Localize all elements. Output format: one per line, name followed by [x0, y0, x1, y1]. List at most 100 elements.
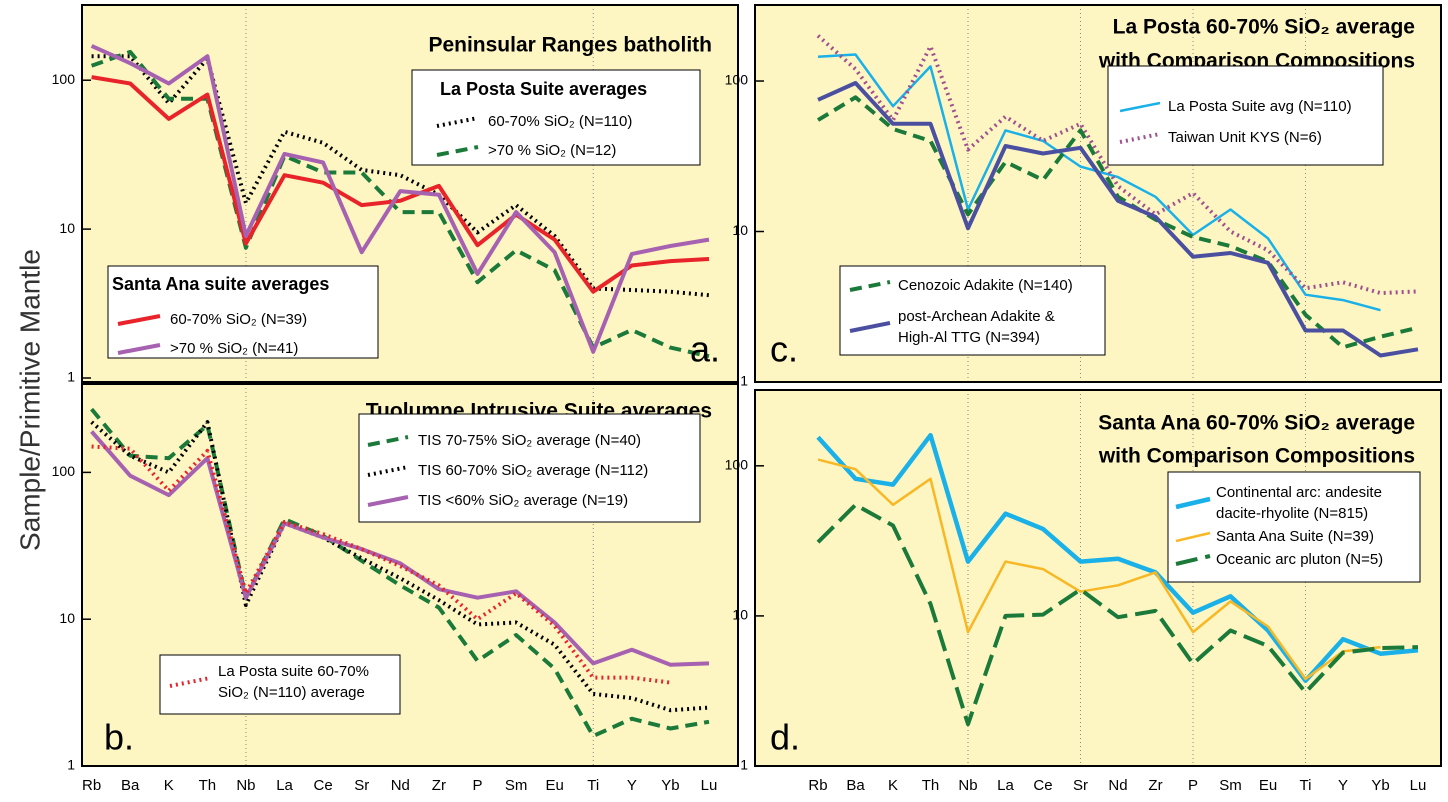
y-tick-label: 10	[59, 610, 75, 626]
series-line	[90, 420, 710, 713]
chart-title: La Posta 60-70% SiO₂ average	[1113, 16, 1415, 39]
x-tick-label: Th	[922, 777, 940, 794]
legend-label: La Posta suite 60-70%	[218, 663, 369, 680]
panel-label: b.	[104, 717, 134, 758]
y-tick-label: 100	[52, 463, 76, 479]
legend-label: High-Al TTG (N=394)	[898, 329, 1040, 346]
x-tick-label: Sr	[1073, 777, 1088, 794]
y-tick-label: 1	[740, 373, 748, 389]
x-tick-label: Ti	[587, 777, 599, 794]
legend-label: dacite-rhyolite (N=815)	[1216, 505, 1368, 522]
chart-title: Peninsular Ranges batholith	[428, 34, 712, 57]
legend-label: 60-70% SiO₂ (N=110)	[488, 113, 632, 130]
series-line	[91, 54, 710, 298]
legend-label: TIS 70-75% SiO₂ average (N=40)	[418, 432, 641, 449]
x-tick-label: Nb	[958, 777, 977, 794]
legend-title: Santa Ana suite averages	[112, 274, 329, 294]
legend-swatch	[849, 321, 891, 333]
legend-label: >70 % SiO₂ (N=41)	[170, 340, 298, 357]
x-tick-label: Ba	[121, 777, 140, 794]
legend-label: Continental arc: andesite	[1216, 484, 1382, 501]
x-tick-label: Zr	[1148, 777, 1162, 794]
x-tick-label: La	[997, 777, 1014, 794]
x-tick-label: Ce	[1033, 777, 1052, 794]
legend-swatch	[117, 314, 161, 326]
x-tick-label: Rb	[82, 777, 101, 794]
series-line	[817, 81, 1419, 358]
chart-title: Santa Ana 60-70% SiO₂ average	[1098, 412, 1415, 435]
x-tick-label: Sm	[1219, 777, 1242, 794]
x-tick-label: Y	[627, 777, 637, 794]
legend-swatch	[1119, 132, 1161, 144]
legend-swatch	[117, 343, 161, 355]
x-tick-label: Eu	[545, 777, 563, 794]
x-tick-label: P	[1188, 777, 1198, 794]
legend-swatch	[169, 676, 211, 688]
y-tick-label: 1	[67, 369, 75, 385]
panel-frame	[81, 383, 739, 767]
legend-label: >70 % SiO₂ (N=12)	[488, 142, 616, 159]
chart-title: with Comparison Compositions	[1098, 445, 1415, 468]
x-tick-label: Y	[1338, 777, 1348, 794]
legend-box	[1167, 471, 1421, 583]
x-tick-label: Sr	[354, 777, 369, 794]
legend-swatch	[1119, 101, 1161, 113]
legend-label: Cenozoic Adakite (N=140)	[898, 277, 1073, 294]
x-tick-label: K	[888, 777, 898, 794]
x-tick-label: Zr	[432, 777, 446, 794]
legend-swatch	[367, 465, 409, 477]
x-tick-label: Ce	[314, 777, 333, 794]
x-tick-label: Ti	[1300, 777, 1312, 794]
series-line	[90, 49, 710, 359]
series-lines	[90, 44, 710, 359]
panel-label: d.	[770, 717, 800, 758]
series-line	[816, 432, 1419, 683]
legend-label: TIS <60% SiO₂ average (N=19)	[418, 492, 628, 509]
x-tick-label: Nd	[391, 777, 410, 794]
series-line	[91, 75, 710, 294]
legend-label: La Posta Suite avg (N=110)	[1168, 98, 1352, 115]
series-line	[90, 44, 710, 354]
y-tick-label: 10	[59, 220, 75, 236]
legend-swatch	[367, 495, 409, 507]
y-axis-label: Sample/Primitive Mantle	[14, 249, 45, 551]
y-tick-label: 100	[725, 457, 749, 473]
legend-label: Oceanic arc pluton (N=5)	[1216, 551, 1383, 568]
x-tick-label: Ba	[846, 777, 865, 794]
legend-swatch	[1175, 496, 1211, 510]
legend-swatch	[367, 435, 409, 447]
series-lines	[816, 34, 1419, 358]
legend-label: SiO₂ (N=110) average	[218, 684, 365, 701]
series-line	[817, 458, 1381, 681]
legend-swatch	[1175, 531, 1211, 543]
panel-frame	[81, 4, 739, 383]
series-line	[90, 407, 710, 738]
legend-swatch	[1175, 554, 1211, 566]
series-line	[91, 444, 671, 685]
x-tick-label: Sm	[505, 777, 528, 794]
y-tick-label: 10	[732, 222, 748, 238]
legend-swatch	[436, 145, 479, 157]
legend-box	[1107, 65, 1384, 166]
y-tick-label: 1	[740, 757, 748, 773]
x-tick-label: Nb	[236, 777, 255, 794]
panel-frame	[754, 389, 1442, 767]
legend-swatch	[436, 116, 479, 128]
x-tick-label: Eu	[1259, 777, 1277, 794]
legend-box	[839, 265, 1106, 356]
legend-label: 60-70% SiO₂ (N=39)	[170, 311, 307, 328]
series-line	[816, 34, 1419, 296]
series-line	[90, 430, 710, 667]
legend-box	[358, 413, 701, 523]
series-lines	[90, 407, 710, 738]
panel-label: c.	[770, 329, 798, 370]
y-tick-label: 10	[732, 607, 748, 623]
legend-box	[107, 265, 379, 359]
legend-label: Taiwan Unit KYS (N=6)	[1168, 129, 1322, 146]
x-tick-label: P	[472, 777, 482, 794]
y-tick-label: 1	[67, 757, 75, 773]
panel-label: a.	[690, 329, 720, 370]
x-tick-label: Yb	[1371, 777, 1389, 794]
legend-label: TIS 60-70% SiO₂ average (N=112)	[418, 462, 648, 479]
